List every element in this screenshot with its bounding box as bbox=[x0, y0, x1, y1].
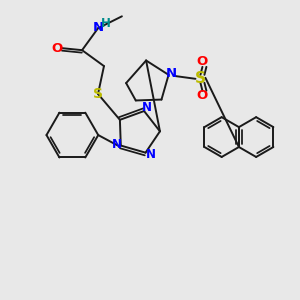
Text: O: O bbox=[197, 89, 208, 102]
Text: S: S bbox=[93, 87, 103, 101]
Text: O: O bbox=[52, 42, 63, 55]
Text: N: N bbox=[92, 21, 104, 34]
Text: O: O bbox=[197, 56, 208, 68]
Text: N: N bbox=[112, 138, 122, 151]
Text: N: N bbox=[142, 100, 152, 114]
Text: H: H bbox=[101, 17, 111, 30]
Text: N: N bbox=[146, 148, 155, 161]
Text: S: S bbox=[195, 71, 206, 86]
Text: N: N bbox=[166, 67, 177, 80]
